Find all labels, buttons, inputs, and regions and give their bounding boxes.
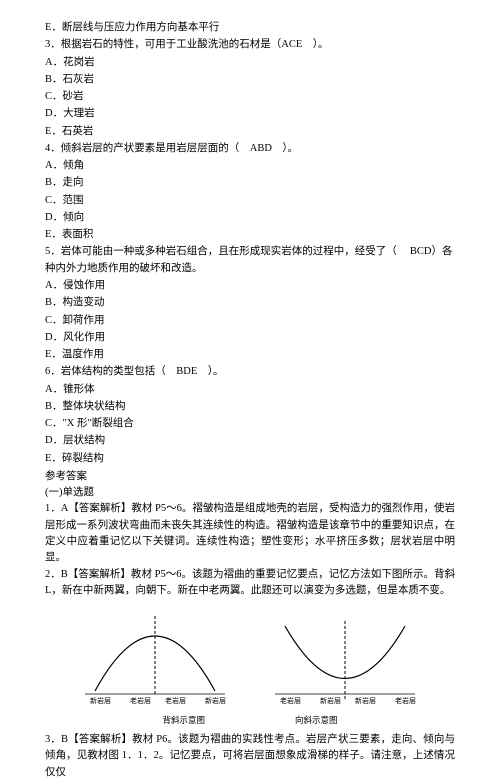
question-6: 6．岩体结构的类型包括（ BDE ）。 — [45, 364, 455, 380]
diagram-captions: 背斜示意图 向斜示意图 — [45, 714, 455, 726]
option-5c: C．卸荷作用 — [45, 313, 455, 329]
anticline-diagram: 新岩层 老岩层 老岩层 新岩层 — [80, 611, 230, 706]
caption-left: 背斜示意图 — [162, 714, 205, 726]
option-5d: D．风化作用 — [45, 330, 455, 346]
explanation-1: 1．A【答案解析】教材 P5～6。褶皱构造是组成地壳的岩层，受构造力的强烈作用，… — [45, 501, 455, 566]
option-3d: D．大理岩 — [45, 106, 455, 122]
anticline-svg: 新岩层 老岩层 老岩层 新岩层 — [80, 611, 230, 706]
option-3a: A．花岗岩 — [45, 55, 455, 71]
syncline-diagram: 老岩层 新岩层 新岩层 老岩层 — [270, 611, 420, 706]
option-5e: E．温度作用 — [45, 347, 455, 363]
svg-text:新岩层: 新岩层 — [90, 696, 111, 705]
option-4c: C．范围 — [45, 193, 455, 209]
diagram-container: 新岩层 老岩层 老岩层 新岩层 老岩层 新岩层 新岩层 老岩层 — [45, 611, 455, 706]
option-6d: D．层状结构 — [45, 433, 455, 449]
explanation-2: 2．B【答案解析】教材 P5～6。该题为褶曲的重要记忆要点，记忆方法如下图所示。… — [45, 567, 455, 600]
option-3b: B．石灰岩 — [45, 72, 455, 88]
option-4e: E．表面积 — [45, 227, 455, 243]
svg-text:老岩层: 老岩层 — [280, 696, 301, 705]
option-3e: E．石英岩 — [45, 124, 455, 140]
option-6e: E．碎裂结构 — [45, 451, 455, 467]
explanation-3: 3．B【答案解析】教材 P6。该题为褶曲的实践性考点。岩层产状三要素，走向、倾向… — [45, 732, 455, 781]
svg-text:老岩层: 老岩层 — [395, 696, 416, 705]
option-6c: C．"X 形"断裂组合 — [45, 416, 455, 432]
answers-header: 参考答案 — [45, 469, 455, 485]
svg-text:老岩层: 老岩层 — [165, 696, 186, 705]
option-5b: B．构造变动 — [45, 295, 455, 311]
question-5: 5．岩体可能由一种或多种岩石组合，且在形成现实岩体的过程中，经受了（ BCD）各… — [45, 244, 455, 277]
option-4d: D．倾向 — [45, 210, 455, 226]
question-3: 3．根据岩石的特性，可用于工业酸洗池的石材是（ACE ）。 — [45, 37, 455, 53]
question-4: 4．倾斜岩层的产状要素是用岩层层面的（ ABD ）。 — [45, 141, 455, 157]
caption-right: 向斜示意图 — [295, 714, 338, 726]
option-4b: B．走向 — [45, 175, 455, 191]
svg-text:新岩层: 新岩层 — [355, 696, 376, 705]
section-label: (一)单选题 — [45, 485, 455, 501]
option-3c: C．砂岩 — [45, 89, 455, 105]
text-line: E．断层线与压应力作用方向基本平行 — [45, 20, 455, 36]
syncline-svg: 老岩层 新岩层 新岩层 老岩层 — [270, 611, 420, 706]
svg-text:新岩层: 新岩层 — [205, 696, 226, 705]
option-4a: A．倾角 — [45, 158, 455, 174]
option-5a: A．侵蚀作用 — [45, 278, 455, 294]
option-6a: A．锥形体 — [45, 382, 455, 398]
svg-text:老岩层: 老岩层 — [130, 696, 151, 705]
svg-text:新岩层: 新岩层 — [320, 696, 341, 705]
option-6b: B．整体块状结构 — [45, 399, 455, 415]
